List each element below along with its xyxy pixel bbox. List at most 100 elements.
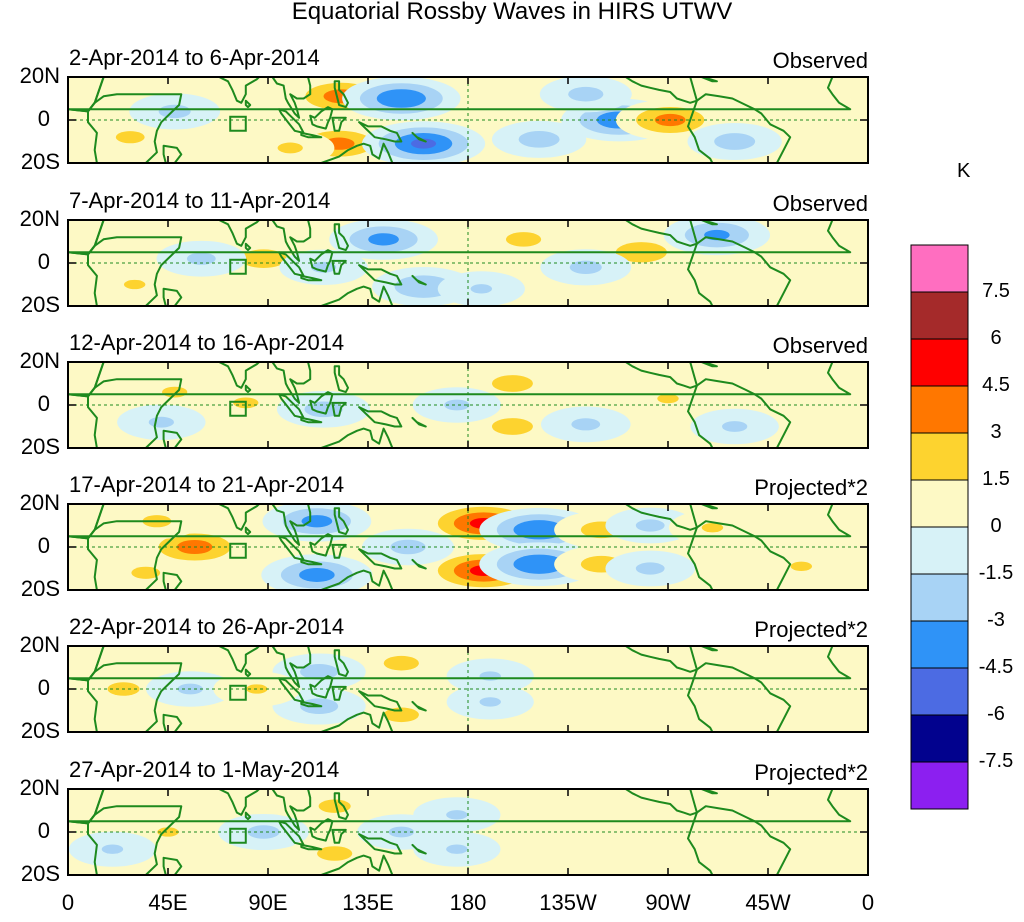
anomaly-cell [329,220,438,260]
coastline [700,362,718,368]
coastline [700,77,718,83]
coastline [87,805,183,875]
contour-band [115,131,145,144]
coastline [320,285,394,306]
contour-band [240,249,287,268]
colorbar-swatch [910,385,969,434]
coastline [68,646,105,682]
reference-box [229,115,247,132]
panel-period-4: 17-Apr-2014 to 21-Apr-2014 [69,472,345,497]
anomaly-cell [261,554,373,590]
contour-band [518,131,560,148]
coastline [624,362,698,389]
anomaly-cell [412,387,502,423]
coastline [687,520,792,590]
coastline [687,93,792,163]
coastline [333,792,349,821]
coastline [624,77,698,104]
coastline [162,144,183,163]
coastline [309,675,334,699]
coastline [244,99,252,109]
coastlines [68,362,852,448]
coastline [87,520,183,590]
coastline [218,646,261,673]
contour-band [571,418,601,431]
contour-band [301,515,333,528]
colorbar-swatch [910,620,969,669]
panel-1 [67,76,869,164]
colorbar-unit: K [957,160,971,182]
coastline [624,504,698,531]
contour-band [411,138,437,149]
panel-period-2: 7-Apr-2014 to 11-Apr-2014 [69,188,331,213]
coastline [271,789,312,831]
coastline [331,259,347,275]
panel-label-5: Projected*2 [754,617,868,642]
coastline [309,533,334,557]
colorbar-swatch [910,479,969,528]
coastline [68,77,105,113]
colorbar-swatch [910,761,969,810]
lon-label: 180 [449,890,487,915]
reference-box [229,400,247,417]
coastline [411,843,427,855]
coastline [300,274,323,282]
lon-label: 0 [61,890,75,915]
contour-band [722,421,748,432]
coastline [162,856,183,875]
coastline [68,789,105,825]
lat-label-20N: 20N [19,63,60,88]
contour-band [790,561,813,572]
anomaly-cell [361,121,486,163]
anomaly-cell [437,271,525,306]
panel-label-3: Observed [772,333,868,358]
anomaly-cell [246,130,335,163]
contour-band [701,522,724,533]
contour-band [446,810,468,820]
coastline [244,811,252,821]
contour-band [158,104,191,119]
contour-band [505,232,542,247]
colorbar-swatch [910,291,969,340]
coastlines [68,646,852,732]
reference-box [229,258,247,275]
contour-band [383,707,419,723]
contour-band [131,566,161,579]
coastlines [68,220,852,306]
coastline [87,378,183,448]
anomaly-field [68,789,501,872]
coastline [309,818,334,842]
coastline [320,427,394,448]
colorbar [910,244,969,810]
anomaly-cell [690,408,779,445]
coastline [331,401,347,417]
colorbar-swatch [910,432,969,481]
contour-band [635,562,665,575]
anomaly-field [117,364,779,446]
contour-band [247,825,280,839]
coastline [218,362,261,389]
lat-label-20N: 20N [19,775,60,800]
reference-box [229,684,247,701]
coastline [271,362,312,404]
coastline [331,828,347,844]
anomaly-cell [289,789,381,825]
anomaly-cell [91,266,179,303]
anomaly-cell [129,93,221,130]
anomaly-cell [605,550,696,587]
lat-label-20S: 20S [20,718,60,743]
coastline [320,711,394,732]
contour-band [277,142,303,154]
panel-period-1: 2-Apr-2014 to 6-Apr-2014 [69,45,320,70]
reference-box [229,542,247,559]
lat-label-0: 0 [37,249,50,274]
anomaly-cell [85,119,176,156]
anomaly-cell [491,120,587,158]
coastline [687,805,792,875]
colorbar-swatch [910,714,969,763]
coastline [162,713,183,732]
contour-band [657,393,679,404]
coastline [700,789,718,795]
panel-period-3: 12-Apr-2014 to 16-Apr-2014 [69,330,345,355]
lat-label-0: 0 [37,818,50,843]
